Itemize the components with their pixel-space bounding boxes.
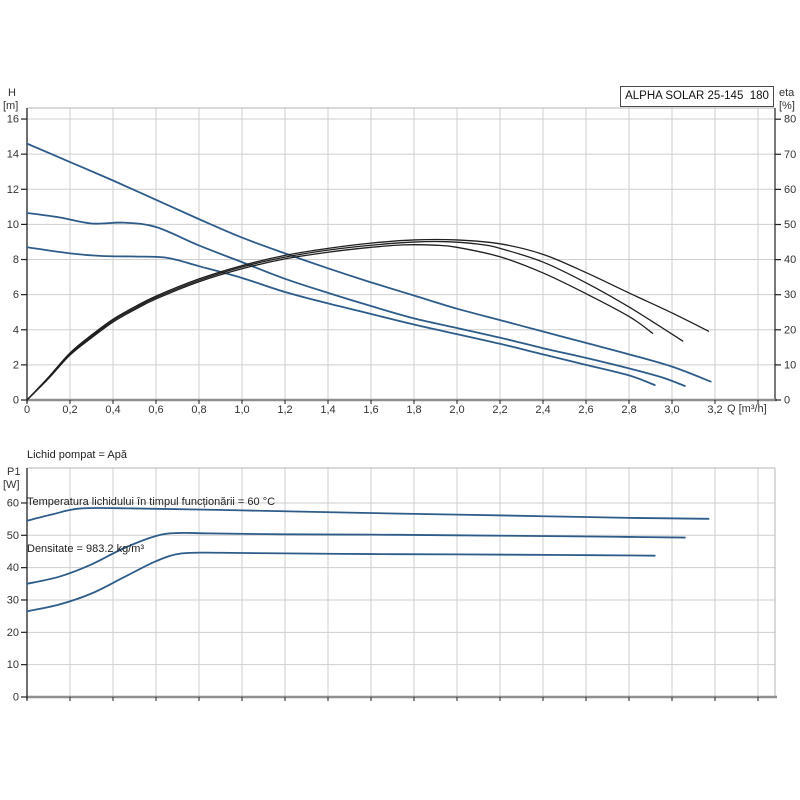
curve-eta-speed-3	[26, 238, 710, 401]
y-right-tick-label: 10	[784, 359, 796, 371]
y-right-tick-label: 0	[784, 395, 790, 407]
y-left-tick-label: 14	[7, 149, 19, 161]
x-tick-label: 2,2	[492, 404, 507, 416]
liquid-annotations: Lichid pompat = Apă Temperatura lichidul…	[27, 417, 275, 589]
curve-p1-speed-3	[26, 507, 710, 522]
x-tick-label: 1,0	[234, 404, 249, 416]
x-tick-label: 1,8	[406, 404, 421, 416]
y-right-tick-label: 80	[784, 114, 796, 126]
y-right-tick-label: 70	[784, 149, 796, 161]
eta-axis-unit: [%]	[779, 100, 795, 112]
y-right-tick-label: 20	[784, 324, 796, 336]
y-left-tick-label: 20	[7, 627, 19, 639]
y-left-tick-label: 40	[7, 562, 19, 574]
x-tick-label: 2,6	[578, 404, 593, 416]
h-axis-name: H	[8, 87, 16, 99]
x-tick-label: 0,8	[191, 404, 206, 416]
q-axis-label: Q [m³/h]	[727, 403, 767, 415]
curve-p1-speed-1	[26, 551, 656, 613]
x-tick-label: 0	[24, 404, 30, 416]
curve-eta-speed-2	[26, 240, 684, 401]
x-tick-label: 0,4	[105, 404, 120, 416]
x-tick-label: 0,6	[148, 404, 163, 416]
x-tick-label: 1,4	[320, 404, 335, 416]
y-left-tick-label: 4	[13, 324, 19, 336]
x-tick-label: 2,8	[621, 404, 636, 416]
curve-head-speed-1	[26, 246, 656, 386]
x-tick-label: 2,4	[535, 404, 550, 416]
y-left-tick-label: 0	[13, 395, 19, 407]
curve-head-speed-2	[26, 212, 686, 387]
curve-eta-speed-1	[26, 244, 654, 401]
p1-chart-group: 0 10 20 30 40 50 60	[7, 467, 777, 704]
y-left-tick-label: 16	[7, 114, 19, 126]
y-left-tick-label: 60	[7, 497, 19, 509]
curve-p1-speed-2	[26, 531, 686, 585]
y-left-tick-label: 12	[7, 184, 19, 196]
p1-axis-unit: [W]	[3, 479, 20, 491]
y-right-tick-label: 60	[784, 184, 796, 196]
x-tick-label: 1,6	[363, 404, 378, 416]
y-left-tick-label: 50	[7, 530, 19, 542]
annotation-density: Densitate = 983.2 kg/m³	[27, 542, 145, 555]
h-axis-unit: [m]	[3, 100, 19, 112]
y-right-tick-label: 40	[784, 254, 796, 266]
hq-chart-group: 0 2 4 6 8 10 12 14 16 0 10 20 30 40 50 60 70 80 0 0,2 0,4 0,6…	[7, 107, 796, 416]
y-left-tick-label: 8	[13, 254, 19, 266]
x-tick-label: 3,0	[664, 404, 679, 416]
p1-axis-name: P1	[7, 466, 21, 478]
annotation-liquid: Lichid pompat = Apă	[27, 449, 127, 462]
x-tick-label: 0,2	[62, 404, 77, 416]
curve-head-speed-3	[26, 142, 712, 383]
y-right-tick-label: 30	[784, 289, 796, 301]
y-left-tick-label: 0	[13, 692, 19, 704]
y-left-tick-label: 6	[13, 289, 19, 301]
x-tick-label: 3,2	[707, 404, 722, 416]
x-tick-label: 2,0	[449, 404, 464, 416]
pump-model-title: ALPHA SOLAR 25-145 180	[620, 86, 774, 107]
annotation-temperature: Temperatura lichidului în timpul funcțio…	[27, 495, 276, 508]
y-left-tick-label: 2	[13, 359, 19, 371]
y-left-tick-label: 10	[7, 659, 19, 671]
y-left-tick-label: 30	[7, 594, 19, 606]
x-tick-label: 1,2	[277, 404, 292, 416]
y-left-tick-label: 10	[7, 219, 19, 231]
y-right-tick-label: 50	[784, 219, 796, 231]
eta-axis-name: eta	[779, 87, 795, 99]
